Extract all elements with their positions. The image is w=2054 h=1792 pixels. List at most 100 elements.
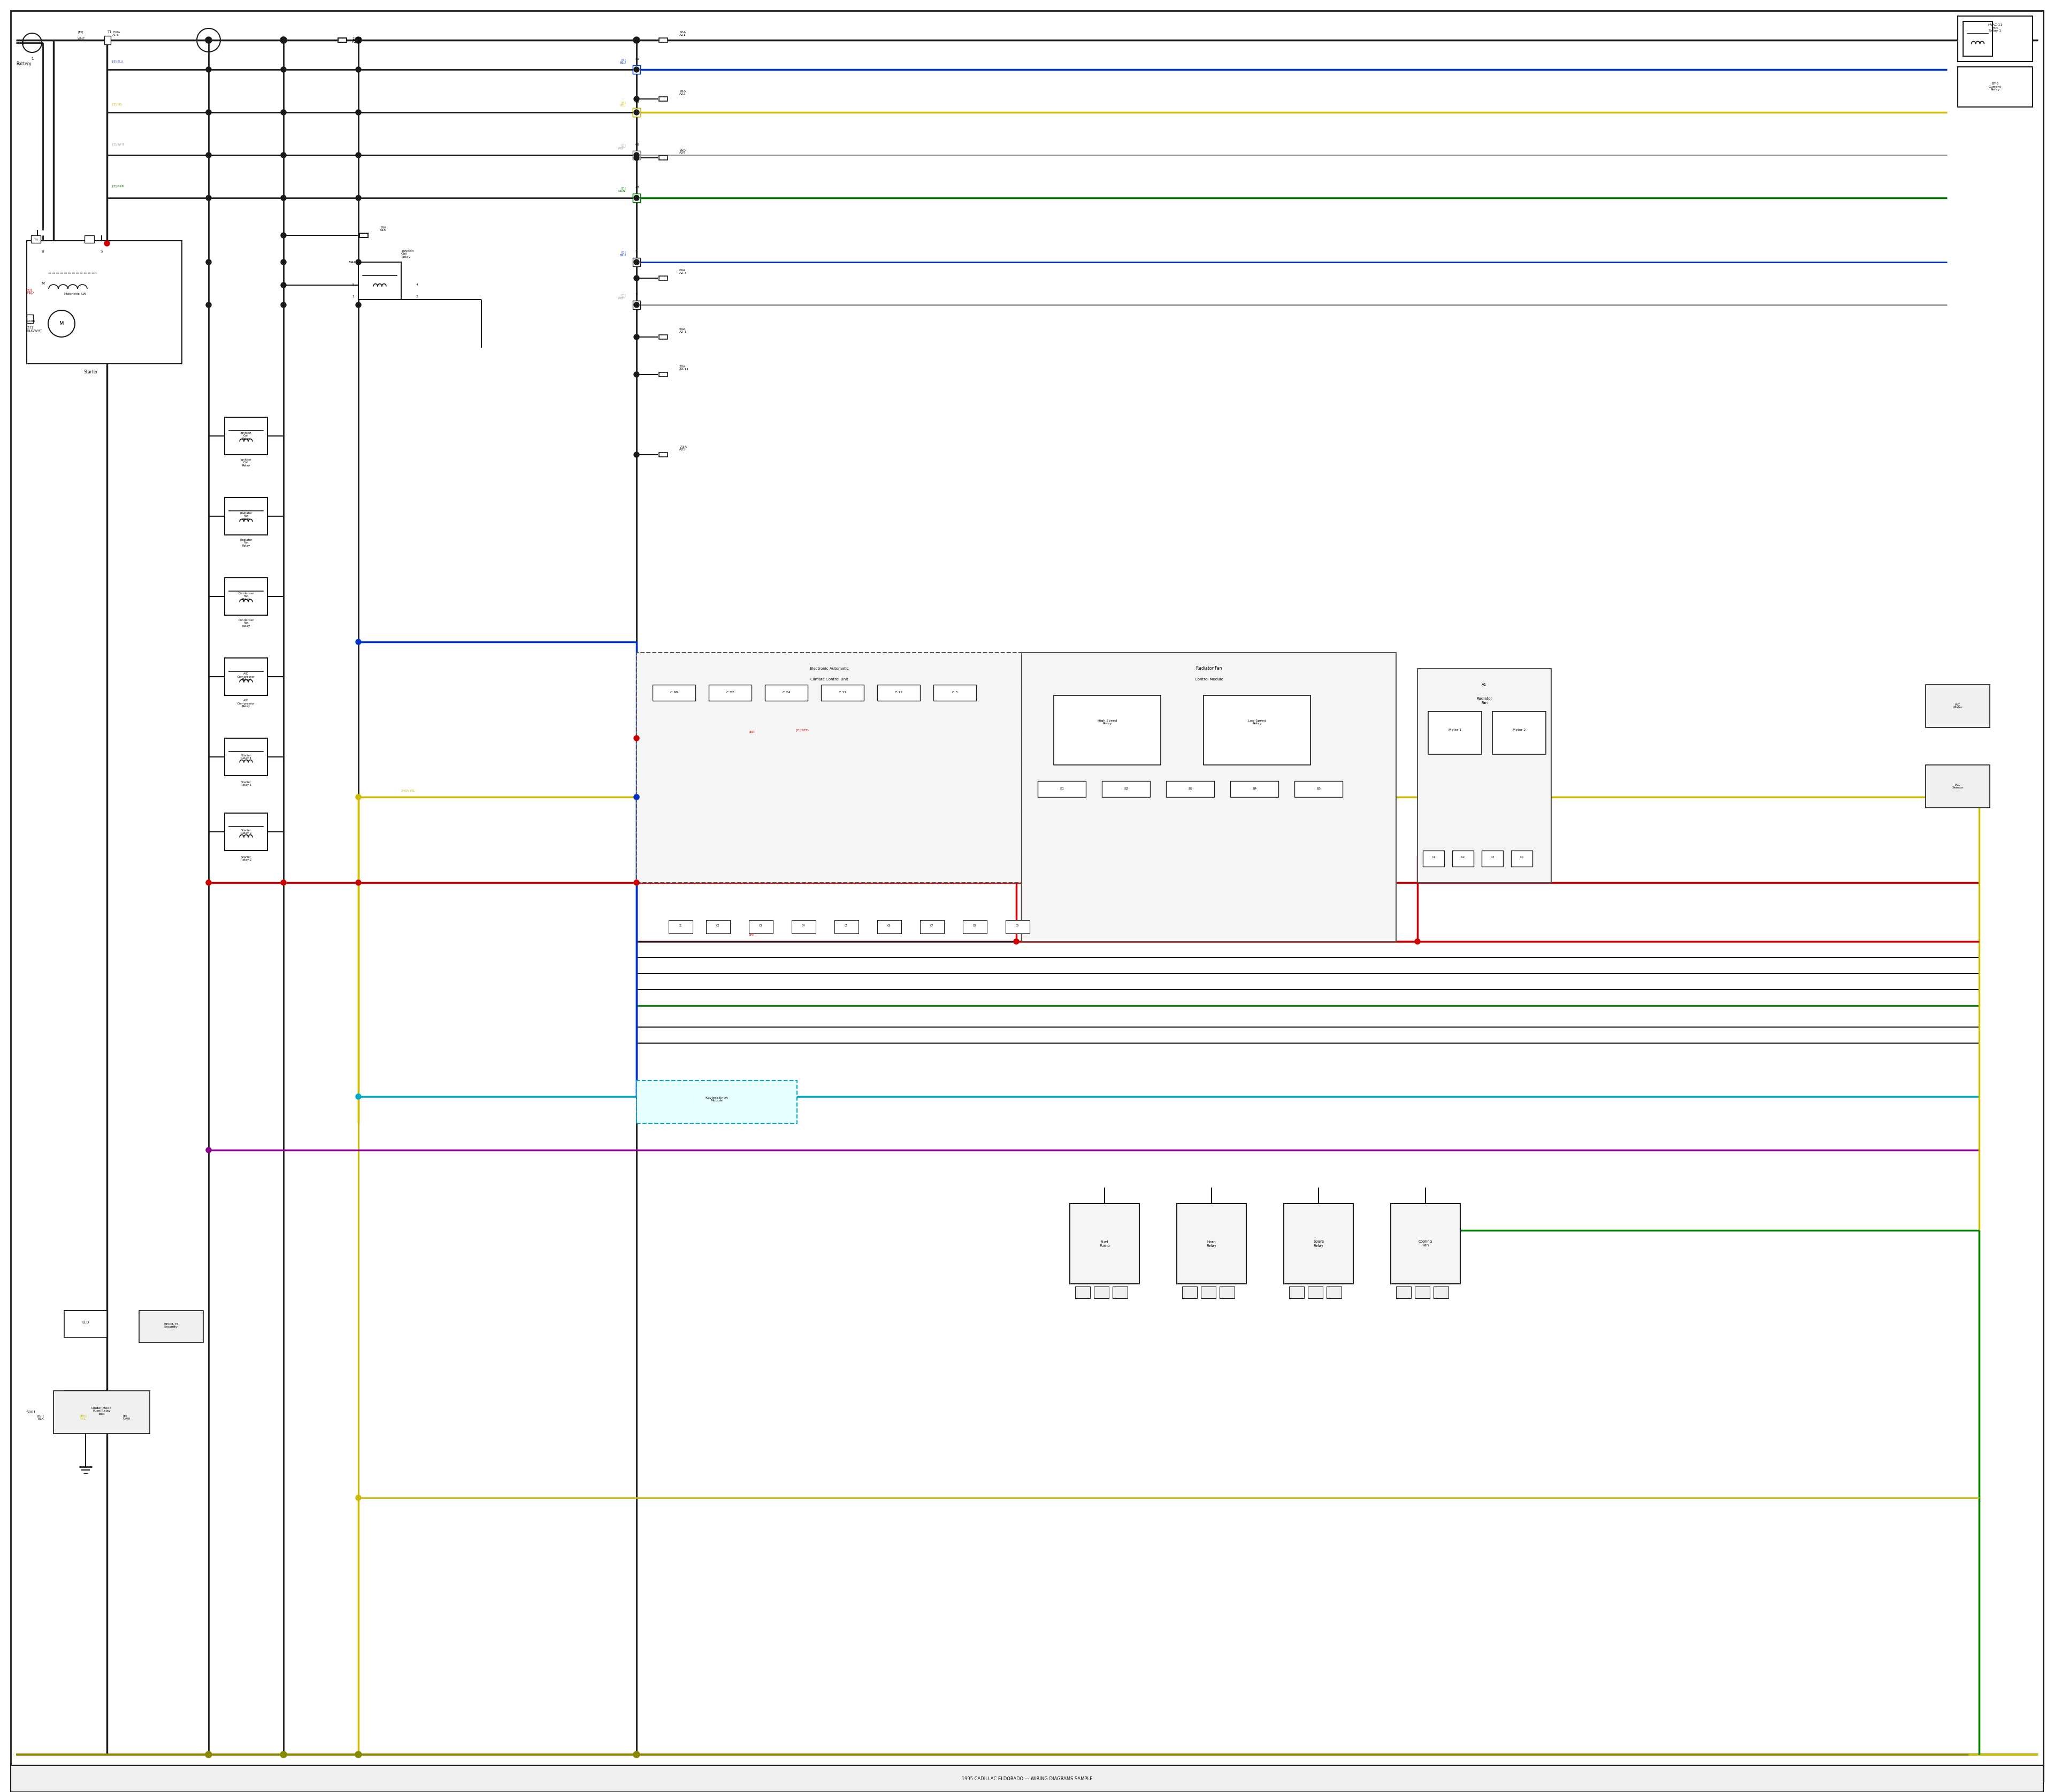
Bar bbox=[707, 919, 729, 934]
Text: [E] GRN: [E] GRN bbox=[113, 185, 123, 188]
Circle shape bbox=[635, 452, 639, 457]
Text: B1: B1 bbox=[1060, 788, 1064, 790]
Bar bbox=[1202, 1287, 1216, 1297]
Circle shape bbox=[205, 109, 212, 115]
Circle shape bbox=[635, 276, 639, 281]
Bar bbox=[633, 65, 641, 73]
Text: Keyless Entry
Module: Keyless Entry Module bbox=[705, 1097, 727, 1102]
Circle shape bbox=[355, 1093, 362, 1098]
Bar bbox=[1294, 781, 1343, 797]
Bar bbox=[920, 919, 945, 934]
Text: 10A
A29: 10A A29 bbox=[680, 149, 686, 154]
Bar bbox=[633, 108, 641, 116]
Text: C1: C1 bbox=[678, 925, 682, 926]
Circle shape bbox=[635, 260, 639, 265]
Text: Low Speed
Relay: Low Speed Relay bbox=[1249, 719, 1265, 726]
Bar bbox=[1327, 1287, 1341, 1297]
Bar bbox=[633, 65, 641, 73]
Bar bbox=[1481, 851, 1504, 867]
Bar bbox=[659, 38, 668, 43]
Circle shape bbox=[635, 156, 639, 161]
Text: Control Module: Control Module bbox=[1195, 677, 1222, 681]
Bar bbox=[1512, 851, 1532, 867]
Text: C8: C8 bbox=[974, 925, 976, 926]
Circle shape bbox=[355, 195, 362, 201]
Circle shape bbox=[633, 38, 639, 43]
Text: 15A
A22: 15A A22 bbox=[680, 90, 686, 95]
Text: BPCM-75
Security: BPCM-75 Security bbox=[164, 1322, 179, 1328]
Text: 4: 4 bbox=[417, 283, 419, 287]
Text: [EJ]
RED: [EJ] RED bbox=[27, 289, 33, 294]
Bar bbox=[1230, 781, 1278, 797]
Text: A/C
Compressor
Relay: A/C Compressor Relay bbox=[236, 672, 255, 681]
Text: Cooling
Fan: Cooling Fan bbox=[1419, 1240, 1432, 1247]
Bar bbox=[339, 38, 347, 43]
Circle shape bbox=[205, 152, 212, 158]
Bar bbox=[1021, 652, 1397, 941]
Bar bbox=[1220, 1287, 1234, 1297]
Text: B5: B5 bbox=[1317, 788, 1321, 790]
Circle shape bbox=[635, 371, 639, 376]
Bar bbox=[1054, 695, 1161, 765]
Text: C7: C7 bbox=[930, 925, 933, 926]
Bar bbox=[659, 453, 668, 457]
Circle shape bbox=[635, 97, 639, 102]
Text: [E]
BLU: [E] BLU bbox=[620, 251, 626, 256]
Text: A1: A1 bbox=[1481, 683, 1487, 686]
Text: Climate Control Unit: Climate Control Unit bbox=[809, 677, 848, 681]
Text: [E]
GRN: [E] GRN bbox=[618, 186, 626, 194]
Text: C3: C3 bbox=[1491, 855, 1495, 858]
Text: M: M bbox=[41, 281, 45, 285]
Circle shape bbox=[205, 303, 212, 308]
Text: C408: C408 bbox=[27, 319, 35, 323]
Circle shape bbox=[355, 109, 362, 115]
Bar bbox=[357, 262, 401, 299]
Text: B3: B3 bbox=[1187, 788, 1193, 790]
Text: [E]
WHT: [E] WHT bbox=[618, 294, 626, 299]
Bar bbox=[750, 919, 772, 934]
Circle shape bbox=[355, 1495, 362, 1500]
Text: Spare
Relay: Spare Relay bbox=[1313, 1240, 1325, 1247]
Bar bbox=[1452, 851, 1473, 867]
Circle shape bbox=[635, 303, 639, 308]
Bar bbox=[633, 151, 641, 159]
Text: Horn
Relay: Horn Relay bbox=[1206, 1240, 1216, 1247]
Circle shape bbox=[281, 283, 286, 289]
Text: T1: T1 bbox=[107, 30, 111, 34]
Circle shape bbox=[205, 880, 212, 885]
Circle shape bbox=[635, 335, 639, 340]
Text: Radiator
Fan: Radiator Fan bbox=[1477, 697, 1491, 704]
Circle shape bbox=[355, 152, 362, 158]
Bar bbox=[764, 685, 807, 701]
Text: Starter
Relay 2: Starter Relay 2 bbox=[240, 855, 251, 862]
Text: 3: 3 bbox=[351, 283, 353, 287]
Bar bbox=[1415, 1287, 1430, 1297]
Bar bbox=[633, 301, 641, 310]
Text: [E/I]
YEL: [E/I] YEL bbox=[80, 1414, 86, 1421]
Bar bbox=[963, 919, 986, 934]
Text: [E] BLU: [E] BLU bbox=[113, 61, 123, 63]
Text: (+): (+) bbox=[18, 41, 25, 45]
Text: [E]
YEL: [E] YEL bbox=[620, 102, 626, 108]
Text: 66: 66 bbox=[635, 143, 639, 145]
Text: S001: S001 bbox=[27, 1410, 37, 1414]
Text: S: S bbox=[101, 249, 103, 253]
Text: C 12: C 12 bbox=[896, 692, 902, 694]
Text: 1: 1 bbox=[31, 57, 33, 61]
Text: Motor 1: Motor 1 bbox=[1448, 729, 1460, 731]
Text: 100A
A1-6: 100A A1-6 bbox=[351, 36, 362, 43]
Circle shape bbox=[355, 794, 362, 799]
Bar bbox=[834, 919, 859, 934]
Text: Ignition
Coil
Relay: Ignition Coil Relay bbox=[240, 432, 251, 441]
Bar bbox=[140, 1310, 203, 1342]
Text: B2: B2 bbox=[1124, 788, 1128, 790]
Bar bbox=[1095, 1287, 1109, 1297]
Text: BT-5
Current
Relay: BT-5 Current Relay bbox=[1988, 82, 2001, 91]
Circle shape bbox=[281, 233, 286, 238]
Bar bbox=[1308, 1287, 1323, 1297]
Bar bbox=[224, 814, 267, 851]
Circle shape bbox=[281, 195, 286, 201]
Text: Ignition
Coil
Relay: Ignition Coil Relay bbox=[401, 249, 413, 258]
Circle shape bbox=[1415, 939, 1419, 944]
Text: Under Hood
Fuse/Relay
Box: Under Hood Fuse/Relay Box bbox=[92, 1407, 111, 1416]
